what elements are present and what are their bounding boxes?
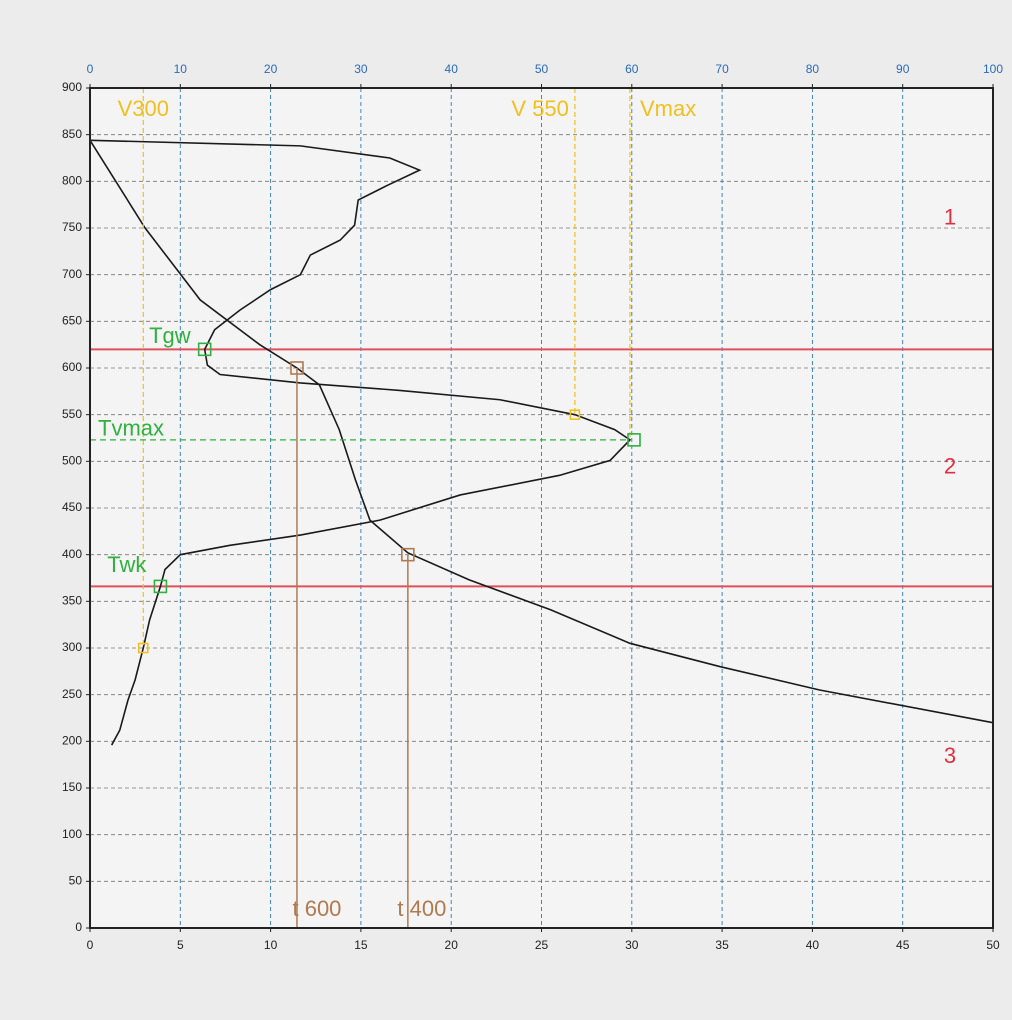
- x-tick-label: 35: [715, 938, 729, 952]
- x-tick-label: 10: [264, 938, 278, 952]
- point-label: Twk: [107, 552, 147, 577]
- point-marker: [627, 433, 641, 447]
- x-tick-label: 30: [625, 938, 639, 952]
- x-tick-label: 5: [177, 938, 184, 952]
- point-label: Tvmax: [98, 416, 164, 441]
- region-label: 1: [944, 204, 956, 229]
- y-tick-label: 900: [62, 80, 82, 94]
- x2-tick-label: 20: [264, 62, 278, 76]
- x-tick-label: 40: [806, 938, 820, 952]
- region-label: 2: [944, 454, 956, 479]
- x2-tick-label: 70: [715, 62, 729, 76]
- curve: [89, 139, 994, 724]
- x2-tick-label: 90: [896, 62, 910, 76]
- point-marker: [197, 342, 212, 357]
- y-tick-label: 700: [62, 267, 82, 281]
- x-tick-label: 20: [445, 938, 459, 952]
- x2-tick-label: 60: [625, 62, 639, 76]
- y-tick-label: 450: [62, 500, 82, 514]
- point-label: V300: [118, 96, 169, 121]
- x2-tick-label: 0: [87, 62, 94, 76]
- y-tick-label: 600: [62, 360, 82, 374]
- curve: [89, 139, 632, 746]
- x-tick-label: 45: [896, 938, 910, 952]
- x-tick-label: 25: [535, 938, 549, 952]
- y-tick-label: 300: [62, 640, 82, 654]
- point-label: t 400: [397, 896, 446, 921]
- point-marker: [153, 579, 168, 594]
- x-tick-label: 0: [87, 938, 94, 952]
- point-label: V 550: [511, 96, 569, 121]
- point-marker: [569, 409, 581, 420]
- point-label: Vmax: [640, 96, 696, 121]
- y-tick-label: 800: [62, 174, 82, 188]
- y-tick-label: 0: [75, 920, 82, 934]
- point-marker: [137, 642, 149, 654]
- x2-tick-label: 30: [354, 62, 368, 76]
- region-label: 3: [944, 743, 956, 768]
- point-marker: [401, 547, 415, 562]
- x2-tick-label: 50: [535, 62, 549, 76]
- y-tick-label: 250: [62, 687, 82, 701]
- y-tick-label: 850: [62, 127, 82, 141]
- x-tick-label: 15: [354, 938, 368, 952]
- x2-tick-label: 80: [806, 62, 820, 76]
- x-tick-label: 50: [986, 938, 1000, 952]
- y-tick-label: 550: [62, 407, 82, 421]
- y-tick-label: 200: [62, 734, 82, 748]
- y-tick-label: 750: [62, 220, 82, 234]
- point-label: t 600: [292, 896, 341, 921]
- point-marker: [290, 361, 304, 375]
- point-label: Tgw: [149, 323, 191, 348]
- y-tick-label: 500: [62, 454, 82, 468]
- y-tick-label: 400: [62, 547, 82, 561]
- y-tick-label: 350: [62, 594, 82, 608]
- x2-tick-label: 10: [174, 62, 188, 76]
- y-tick-label: 650: [62, 314, 82, 328]
- x2-tick-label: 40: [445, 62, 459, 76]
- y-tick-label: 100: [62, 827, 82, 841]
- x2-tick-label: 100: [983, 62, 1003, 76]
- y-tick-label: 150: [62, 780, 82, 794]
- y-tick-label: 50: [69, 874, 83, 888]
